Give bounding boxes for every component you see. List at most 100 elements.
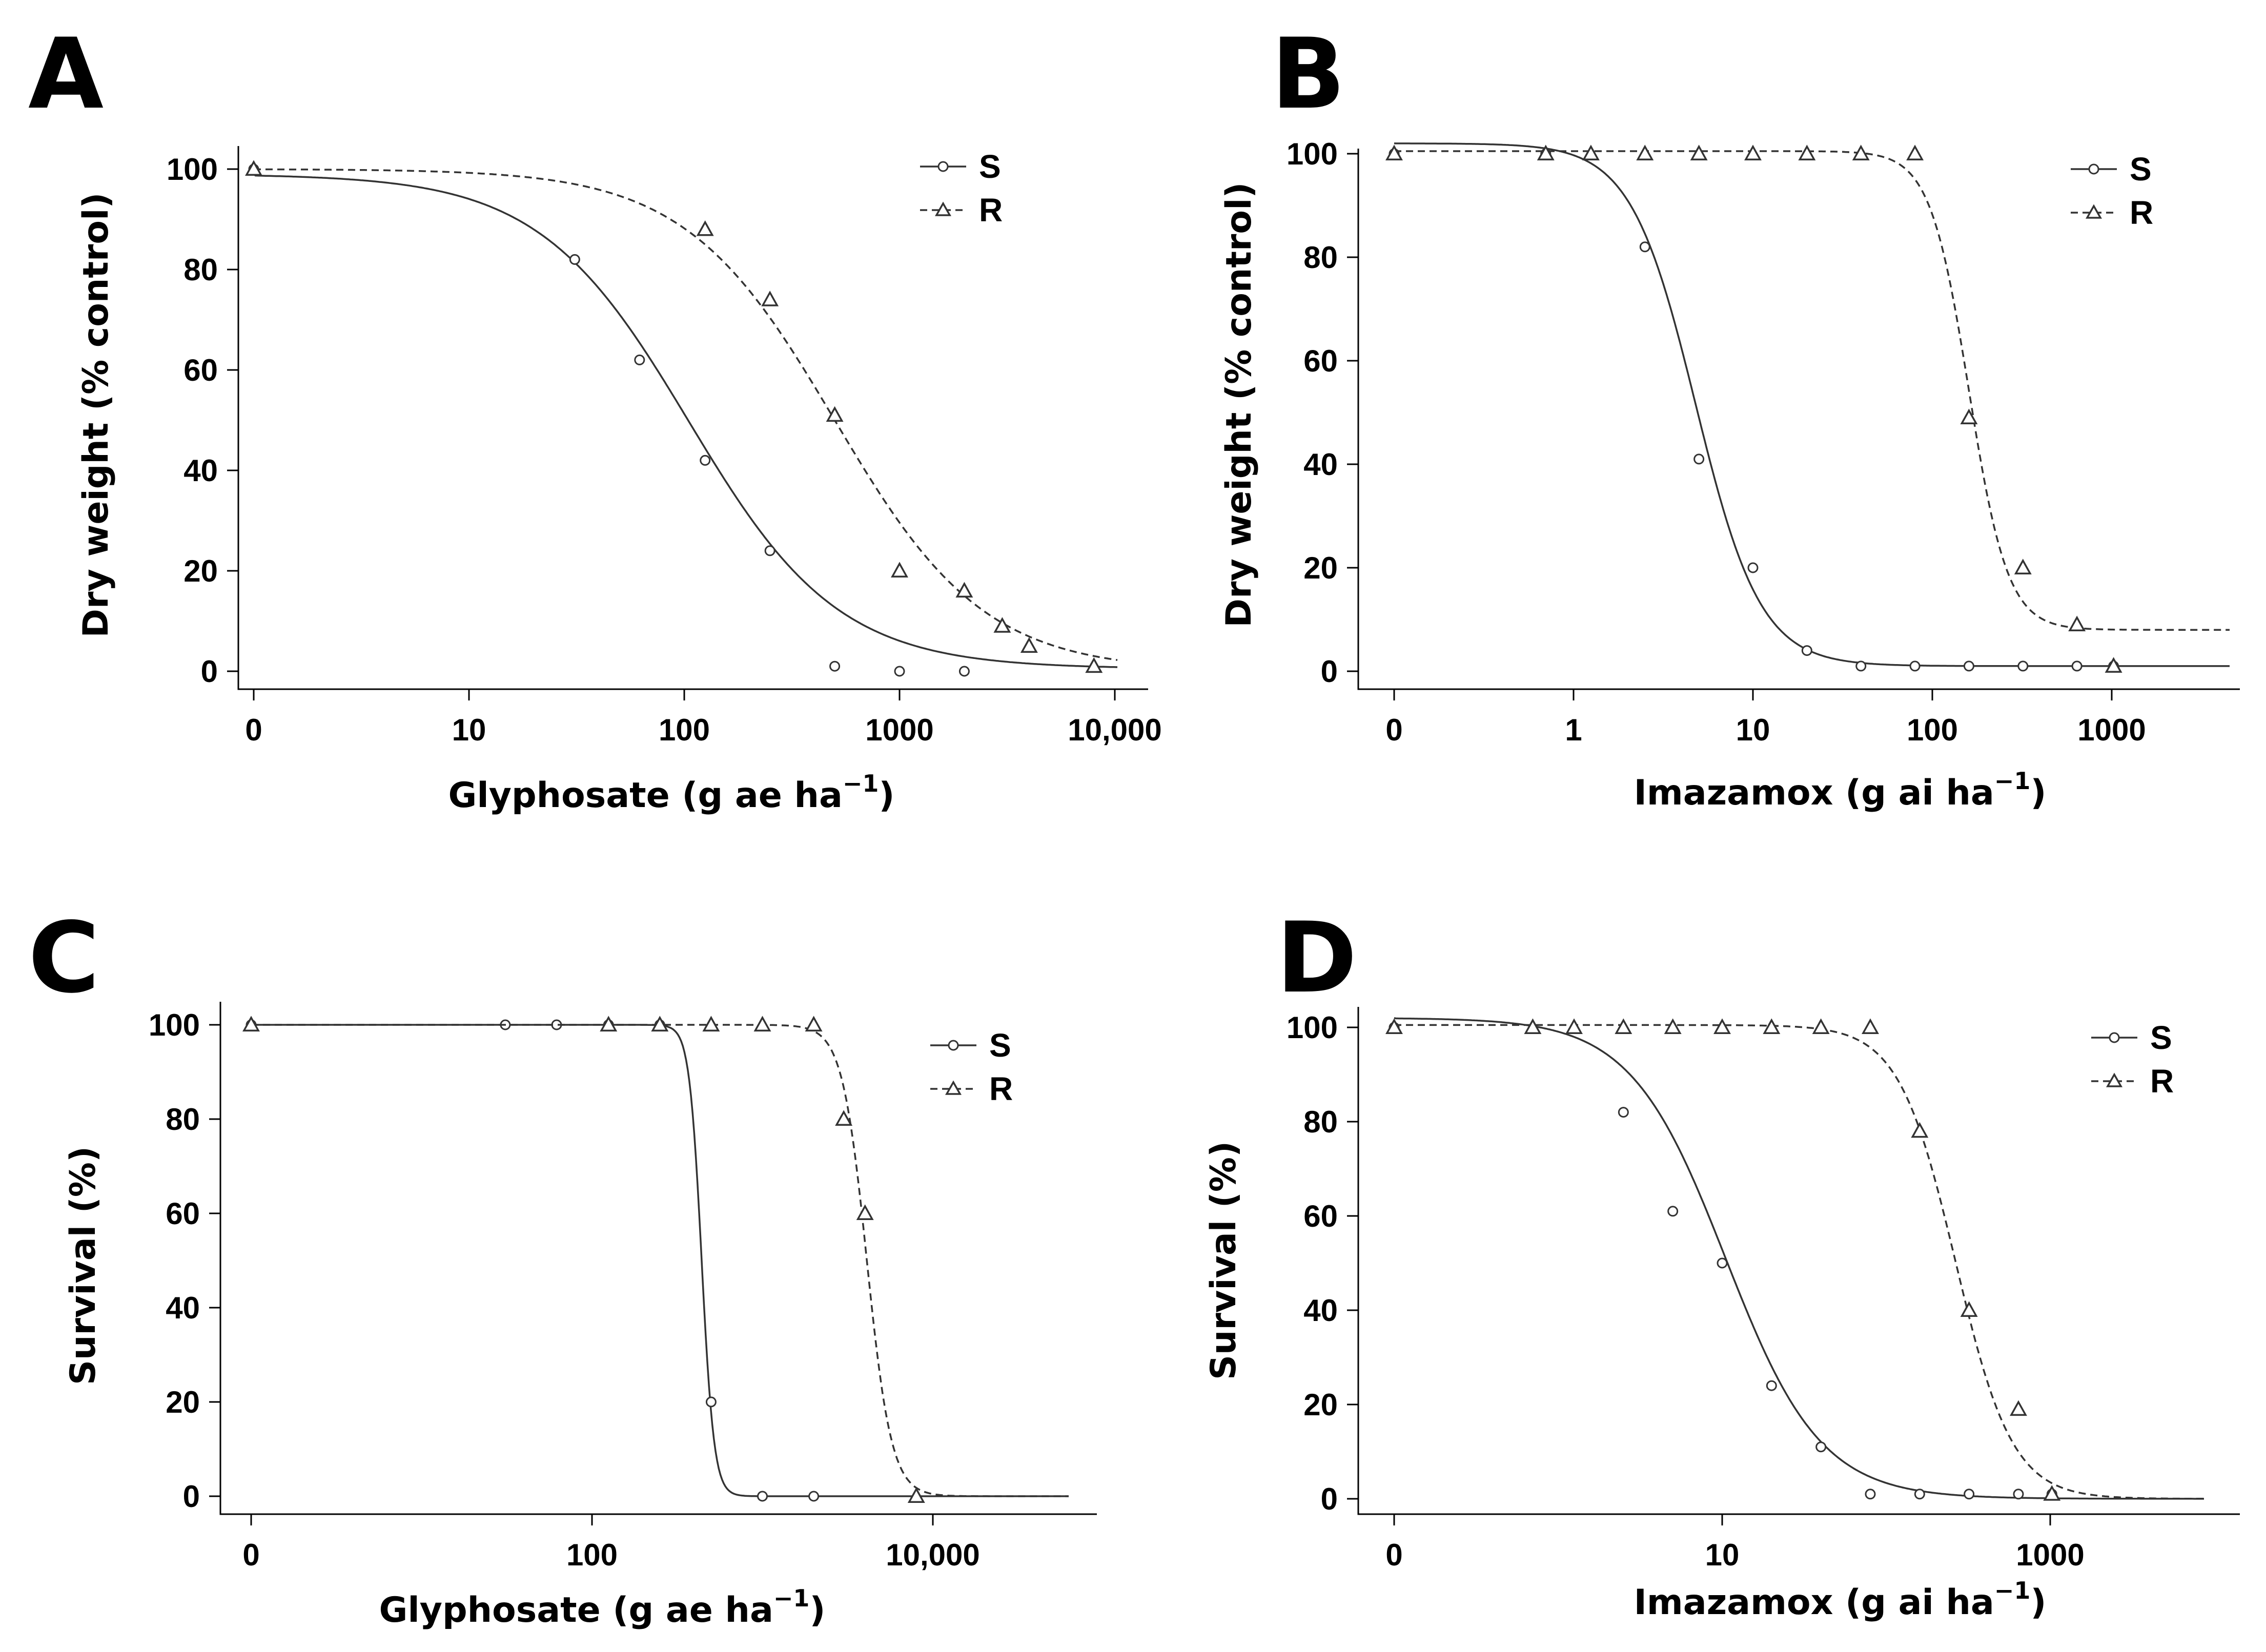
y-tick-label: 80 (166, 1102, 200, 1137)
y-tick-label: 100 (149, 1008, 200, 1042)
x-tick-label: 10 (1736, 713, 1770, 747)
data-point-s (1747, 562, 1759, 573)
y-tick-label: 100 (167, 152, 218, 187)
data-point-r (805, 1016, 823, 1031)
fit-curve-r (253, 168, 1118, 661)
data-point-r (2014, 559, 2032, 574)
data-point-r (1664, 1018, 1682, 1034)
data-point-s (1801, 645, 1812, 656)
data-point-r (1852, 144, 1870, 160)
data-point-r (2068, 615, 2086, 632)
y-tick-label: 0 (1321, 1482, 1338, 1516)
panel-letter: B (1271, 17, 1345, 131)
x-tick-label: 0 (242, 1538, 259, 1572)
data-point-r (1960, 408, 1978, 425)
data-point-r (1385, 144, 1403, 160)
data-point-s (1963, 660, 1974, 672)
panel-letter: D (1276, 901, 1357, 1015)
data-point-s (1855, 660, 1867, 672)
legend-marker-s (2088, 163, 2099, 175)
data-point-r (702, 1016, 720, 1031)
legend: SR (2071, 151, 2153, 231)
y-tick-label: 80 (183, 253, 218, 287)
data-point-r (1906, 144, 1924, 160)
data-point-r (907, 1487, 925, 1503)
data-point-s (1639, 241, 1650, 253)
data-point-r (245, 160, 262, 176)
axis-lines (219, 1002, 1097, 1515)
data-point-r (1636, 144, 1654, 160)
y-tick-label: 60 (183, 353, 218, 387)
axis-lines (1357, 149, 2240, 690)
y-tick-label: 60 (1303, 344, 1338, 378)
data-point-r (1960, 1301, 1978, 1317)
legend-marker-r (935, 201, 951, 216)
legend: SR (930, 1027, 1013, 1107)
legend: SR (920, 148, 1003, 229)
data-point-r (856, 1204, 874, 1220)
data-point-r (242, 1016, 260, 1031)
data-point-s (700, 455, 711, 466)
data-point-s (958, 666, 970, 677)
y-tick-label: 60 (166, 1196, 200, 1231)
y-tick-label: 0 (183, 1479, 200, 1514)
data-point-s (1865, 1489, 1876, 1500)
data-point-r (2105, 657, 2122, 673)
data-point-s (1909, 660, 1921, 672)
x-tick-label: 10 (1705, 1538, 1740, 1572)
x-tick-label: 1 (1565, 713, 1582, 747)
data-point-r (826, 406, 844, 422)
panel-c: C 0 20 40 60 80 100 0 100 10,000 Glyphosate (g ae … (28, 901, 1097, 1630)
y-tick-label: 40 (166, 1291, 200, 1325)
data-point-r (1615, 1018, 1632, 1034)
data-point-s (808, 1491, 820, 1502)
y-tick-label: 0 (1321, 654, 1338, 689)
data-point-s (1964, 1489, 1975, 1500)
data-point-s (2071, 660, 2083, 672)
data-point-s (2013, 1489, 2024, 1500)
data-point-r (1744, 144, 1762, 160)
y-axis-title: Dry weight (% control) (1219, 182, 1259, 628)
y-tick-label: 20 (1303, 1388, 1338, 1422)
x-axis-title: Imazamox (g ai ha−1) (1634, 1577, 2047, 1623)
legend-label-s: S (989, 1027, 1011, 1064)
y-tick-label: 20 (1303, 551, 1338, 585)
data-point-r (696, 220, 714, 236)
x-tick-label: 10,000 (1068, 713, 1162, 747)
data-point-r (761, 291, 779, 306)
legend-label-s: S (2130, 151, 2152, 188)
y-tick-label: 80 (1303, 240, 1338, 275)
data-point-r (2010, 1400, 2027, 1416)
x-axis-title: Imazamox (g ai ha−1) (1634, 767, 2047, 813)
data-point-r (1582, 144, 1600, 160)
data-point-s (829, 660, 841, 672)
data-point-r (835, 1110, 853, 1126)
y-tick-label: 100 (1287, 1010, 1338, 1045)
data-point-s (1717, 1257, 1728, 1269)
y-tick-label: 60 (1303, 1199, 1338, 1233)
data-point-r (1020, 637, 1038, 653)
data-point-r (1713, 1018, 1731, 1034)
data-point-r (1862, 1018, 1879, 1034)
data-point-r (1798, 144, 1816, 160)
x-axis-title: Glyphosate (g ae ha−1) (448, 770, 895, 816)
y-axis-title: Survival (%) (1203, 1141, 1244, 1380)
y-tick-label: 80 (1303, 1105, 1338, 1139)
data-point-r (1385, 1018, 1403, 1034)
data-point-s (1914, 1489, 1925, 1500)
data-point-s (569, 254, 580, 265)
panel-letter: C (28, 901, 99, 1015)
data-point-r (1524, 1018, 1542, 1034)
y-tick-label: 100 (1287, 137, 1338, 171)
data-point-s (757, 1491, 768, 1502)
x-tick-label: 0 (1385, 1538, 1402, 1572)
x-tick-label: 1000 (2016, 1538, 2084, 1572)
legend-label-s: S (979, 148, 1001, 185)
fit-curve-r (251, 1024, 1069, 1497)
panel-letter: A (28, 17, 104, 131)
data-point-r (955, 582, 973, 598)
legend-label-r: R (979, 192, 1003, 229)
y-tick-label: 20 (166, 1385, 200, 1419)
